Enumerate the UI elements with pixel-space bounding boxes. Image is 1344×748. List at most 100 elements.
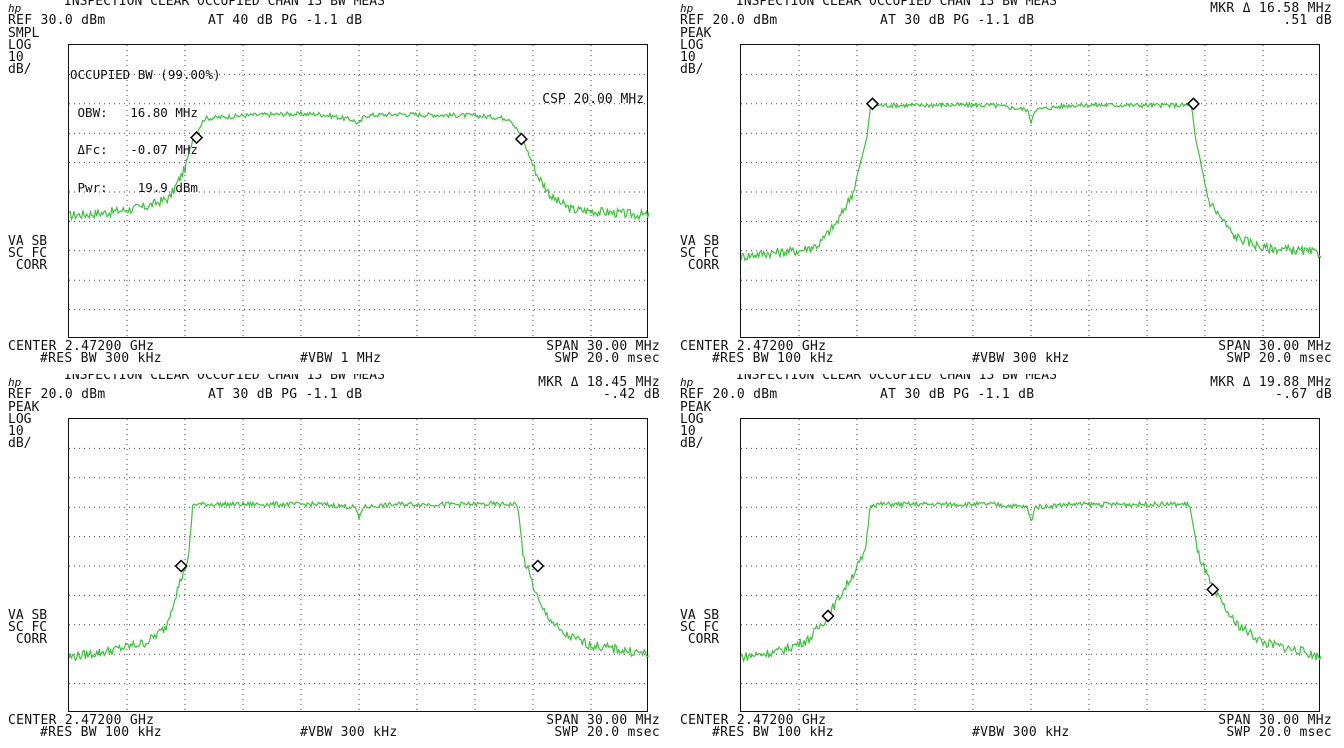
scale-type: LOG (8, 38, 32, 53)
resolution-bandwidth: #RES BW 100 kHz (712, 351, 834, 366)
marker-delta: MKR Δ 19.88 MHz (1210, 375, 1332, 390)
detector-mode: PEAK (680, 400, 712, 415)
video-bandwidth: #VBW 1 MHz (300, 351, 382, 366)
obw-title: OCCUPIED BW (99.00%) (70, 67, 221, 82)
hp-logo-icon: hp (680, 376, 694, 389)
spectrum-trace (69, 110, 649, 222)
marker-delta: MKR Δ 16.58 MHz (1210, 1, 1332, 16)
plot-area (740, 418, 1321, 713)
ref-level: REF 20.0 dBm (680, 387, 778, 402)
spectrum-plot (741, 419, 1321, 713)
detector-mode: PEAK (680, 26, 712, 41)
ref-level: REF 20.0 dBm (8, 387, 106, 402)
span: SPAN 30.00 MHz (1218, 713, 1332, 728)
flags-line-3: CORR (8, 258, 48, 273)
sweep-time: SWP 20.0 msec (554, 351, 660, 366)
attenuation: AT 30 dB PG -1.1 dB (208, 387, 363, 402)
attenuation: AT 30 dB PG -1.1 dB (880, 13, 1035, 28)
spectrum-plot (741, 45, 1321, 339)
marker-diamond-icon (865, 97, 880, 111)
resolution-bandwidth: #RES BW 100 kHz (712, 725, 834, 740)
spectrum-panel-2: hp INSPECTION CLEAR OCCUPIED CHAN 13 BW … (676, 0, 1340, 372)
spectrum-trace (741, 500, 1321, 663)
plot-area (68, 418, 649, 713)
resolution-bandwidth: #RES BW 300 kHz (40, 351, 162, 366)
detector-mode: SMPL (8, 26, 40, 41)
scale-value: 10 (680, 50, 696, 65)
marker-amplitude: .51 dB (1283, 13, 1332, 28)
marker-diamond-icon (1206, 582, 1220, 597)
sweep-time: SWP 20.0 msec (1226, 725, 1332, 740)
marker-diamond-icon (190, 131, 204, 145)
video-bandwidth: #VBW 300 kHz (972, 351, 1070, 366)
span: SPAN 30.00 MHz (546, 339, 660, 354)
flags-line-2: SC FC (8, 246, 48, 261)
scale-unit: dB/ (8, 436, 32, 451)
marker-amplitude: -.67 dB (1275, 387, 1332, 402)
ref-level: REF 20.0 dBm (680, 13, 778, 28)
marker-delta: MKR Δ 18.45 MHz (538, 375, 660, 390)
attenuation: AT 30 dB PG -1.1 dB (880, 387, 1035, 402)
marker-diamond-icon (531, 559, 545, 573)
center-frequency: CENTER 2.47200 GHz (680, 339, 827, 354)
scale-type: LOG (680, 38, 704, 53)
flags-line-1: VA SB (8, 608, 48, 623)
scale-unit: dB/ (8, 62, 32, 77)
sweep-time: SWP 20.0 msec (1226, 351, 1332, 366)
spectrum-trace (741, 101, 1321, 262)
flags-line-3: CORR (680, 632, 720, 647)
scale-value: 10 (680, 424, 696, 439)
marker-diamond-icon (821, 609, 835, 623)
marker-amplitude: -.42 dB (603, 387, 660, 402)
scale-unit: dB/ (680, 436, 704, 451)
truncated-title: INSPECTION CLEAR OCCUPIED CHAN 13 BW MEA… (64, 368, 385, 383)
spectrum-panel-4: hp INSPECTION CLEAR OCCUPIED CHAN 13 BW … (676, 374, 1340, 746)
hp-logo-icon: hp (680, 2, 694, 15)
spectrum-panel-1: hp INSPECTION CLEAR OCCUPIED CHAN 13 BW … (4, 0, 668, 372)
center-frequency: CENTER 2.47200 GHz (680, 713, 827, 728)
plot-area (740, 44, 1321, 339)
spectrum-trace (69, 500, 649, 662)
sweep-time: SWP 20.0 msec (554, 725, 660, 740)
truncated-title: INSPECTION CLEAR OCCUPIED CHAN 13 BW MEA… (736, 368, 1057, 383)
marker-diamond-icon (514, 132, 528, 146)
dfc-value: ΔFc: -0.07 MHz (70, 142, 198, 157)
obw-value: OBW: 16.80 MHz (70, 104, 198, 120)
scale-value: 10 (8, 424, 24, 439)
hp-logo-icon: hp (8, 376, 22, 389)
span: SPAN 30.00 MHz (1218, 339, 1332, 354)
center-frequency: CENTER 2.47200 GHz (8, 339, 155, 354)
flags-line-3: CORR (8, 632, 48, 647)
scale-value: 10 (8, 50, 24, 65)
hp-logo-icon: hp (8, 2, 22, 15)
attenuation: AT 40 dB PG -1.1 dB (208, 13, 363, 28)
resolution-bandwidth: #RES BW 100 kHz (40, 725, 162, 740)
plot-area (68, 44, 649, 339)
flags-line-2: SC FC (8, 620, 48, 635)
scale-type: LOG (680, 412, 704, 427)
scale-unit: dB/ (680, 62, 704, 77)
marker-diamond-icon (1186, 97, 1200, 111)
detector-mode: PEAK (8, 400, 40, 415)
span: SPAN 30.00 MHz (546, 713, 660, 728)
scale-type: LOG (8, 412, 32, 427)
truncated-title: INSPECTION CLEAR OCCUPIED CHAN 13 BW MEA… (64, 0, 385, 9)
spectrum-plot (69, 419, 649, 713)
video-bandwidth: #VBW 300 kHz (972, 725, 1070, 740)
spectrum-plot (69, 45, 649, 339)
flags-line-2: SC FC (680, 246, 720, 261)
truncated-title: INSPECTION CLEAR OCCUPIED CHAN 13 BW MEA… (736, 0, 1057, 9)
ref-level: REF 30.0 dBm (8, 13, 106, 28)
marker-diamond-icon (174, 559, 188, 573)
occupied-bw-readout: OCCUPIED BW (99.00%) OBW: 16.80 MHz ΔFc:… (70, 44, 221, 219)
flags-line-2: SC FC (680, 620, 720, 635)
spectrum-panel-3: hp INSPECTION CLEAR OCCUPIED CHAN 13 BW … (4, 374, 668, 746)
center-frequency: CENTER 2.47200 GHz (8, 713, 155, 728)
channel-span: CSP 20.00 MHz (542, 92, 644, 107)
flags-line-1: VA SB (680, 608, 720, 623)
flags-line-1: VA SB (8, 234, 48, 249)
video-bandwidth: #VBW 300 kHz (300, 725, 398, 740)
pwr-value: Pwr: 19.9 dBm (70, 179, 198, 195)
flags-line-1: VA SB (680, 234, 720, 249)
flags-line-3: CORR (680, 258, 720, 273)
